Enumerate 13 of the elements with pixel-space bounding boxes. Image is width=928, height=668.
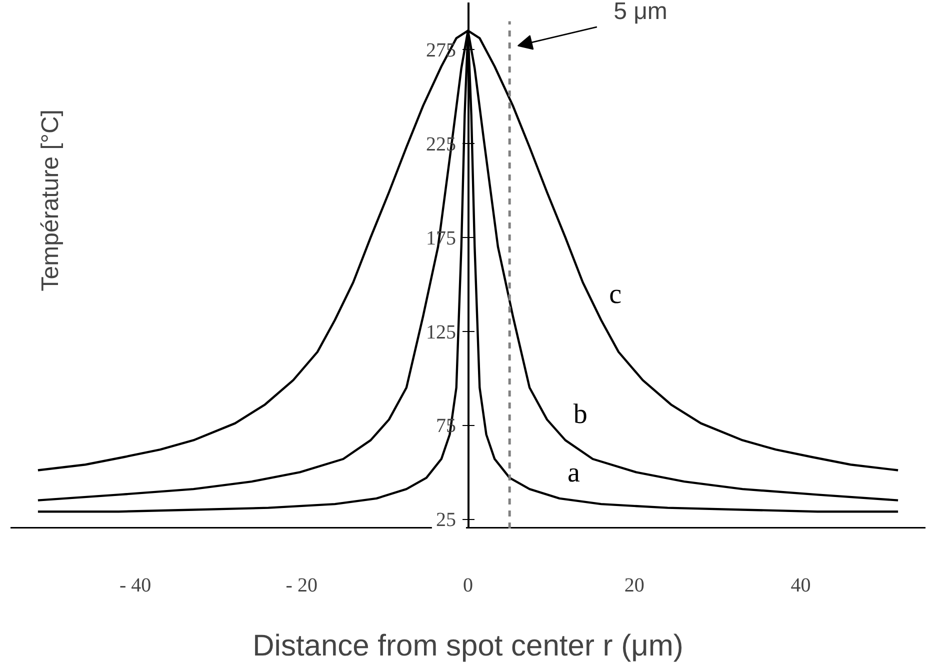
series-label: c — [609, 278, 622, 310]
y-tick-label: 25 — [436, 509, 456, 532]
x-tick-label: 0 — [463, 574, 473, 596]
series-label: b — [573, 399, 588, 430]
x-tick-label: 20 — [624, 574, 644, 596]
y-axis-title: Température [°C] — [37, 110, 64, 292]
x-axis-title: Distance from spot center r (μm) — [252, 630, 684, 662]
series-label: a — [568, 457, 580, 488]
ref-line-label: 5 μm — [614, 0, 668, 26]
y-tick-label: 125 — [426, 321, 456, 344]
x-tick-label: 40 — [790, 574, 811, 596]
x-tick-label: - 40 — [119, 574, 152, 596]
x-tick-label: - 20 — [286, 574, 318, 596]
